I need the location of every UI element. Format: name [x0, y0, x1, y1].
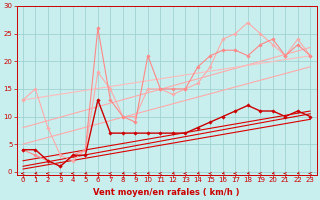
X-axis label: Vent moyen/en rafales ( km/h ): Vent moyen/en rafales ( km/h ): [93, 188, 240, 197]
